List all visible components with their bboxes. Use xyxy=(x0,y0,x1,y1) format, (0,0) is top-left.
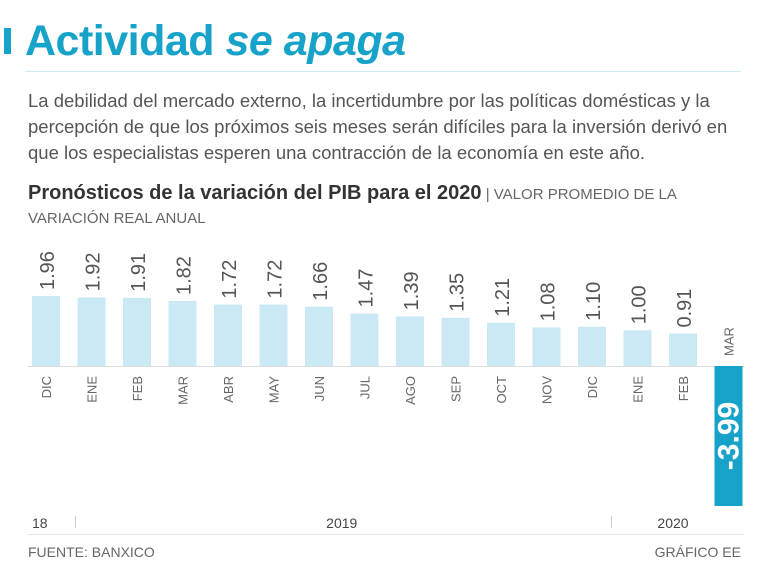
value-label-9: 1.35 xyxy=(447,273,469,312)
bar-5 xyxy=(259,304,288,366)
category-label-5: MAY xyxy=(267,376,282,404)
value-label-6: 1.66 xyxy=(310,262,332,301)
page-title: Actividad se apaga xyxy=(25,17,406,66)
source-note: FUENTE: BANXICO xyxy=(28,544,155,560)
title-divider xyxy=(25,71,741,72)
value-label-4: 1.72 xyxy=(219,260,241,299)
category-label-6: JUN xyxy=(312,376,327,401)
bar-11 xyxy=(532,327,561,366)
category-label-1: ENE xyxy=(85,376,100,403)
graphic-credit: GRÁFICO EE xyxy=(654,544,741,560)
title-accent-bar xyxy=(4,28,11,54)
category-label-10: OCT xyxy=(494,376,509,404)
chart-heading-separator: | xyxy=(485,186,490,203)
title-main: Actividad xyxy=(25,17,215,65)
year-label-18: 18 xyxy=(32,515,48,531)
footer-divider xyxy=(28,534,744,535)
category-label-15: MAR xyxy=(722,327,737,356)
bar-2 xyxy=(123,297,151,366)
bar-6 xyxy=(305,306,333,366)
category-label-12: DIC xyxy=(585,376,600,398)
value-label-10: 1.21 xyxy=(492,278,514,317)
category-label-13: ENE xyxy=(631,376,646,403)
bar-3 xyxy=(168,301,197,366)
bar-8 xyxy=(396,316,424,366)
value-label-13: 1.00 xyxy=(629,285,651,324)
deck-paragraph: La debilidad del mercado externo, la inc… xyxy=(28,90,728,163)
year-label-2020: 2020 xyxy=(657,515,688,531)
value-label-15: -3.99 xyxy=(713,402,746,470)
year-label-2019: 2019 xyxy=(326,515,357,531)
value-label-0: 1.96 xyxy=(37,251,59,290)
value-label-11: 1.08 xyxy=(538,282,560,321)
bar-14 xyxy=(669,333,697,366)
category-label-3: MAR xyxy=(176,376,191,405)
bar-1 xyxy=(77,297,106,366)
category-label-0: DIC xyxy=(39,376,54,398)
title-italic: se apaga xyxy=(225,17,407,65)
bar-10 xyxy=(487,322,515,366)
value-label-5: 1.72 xyxy=(265,260,287,299)
category-label-4: ABR xyxy=(221,376,236,403)
category-label-7: JUL xyxy=(358,376,373,399)
chart-subtitle: VALOR PROMEDIO DE LA VARIACIÓN REAL ANUA… xyxy=(28,186,677,227)
value-label-12: 1.10 xyxy=(583,282,605,321)
value-label-1: 1.92 xyxy=(83,252,105,291)
value-label-2: 1.91 xyxy=(128,253,150,292)
bar-12 xyxy=(578,326,606,366)
category-label-2: FEB xyxy=(130,376,145,401)
chart-title: Pronósticos de la variación del PIB para… xyxy=(28,182,482,204)
value-label-3: 1.82 xyxy=(174,256,196,295)
category-label-14: FEB xyxy=(676,376,691,401)
value-label-7: 1.47 xyxy=(356,269,378,308)
bar-9 xyxy=(441,317,470,366)
category-label-11: NOV xyxy=(540,376,555,405)
bar-15-negative xyxy=(714,366,743,506)
chart-heading: Pronósticos de la variación del PIB para… xyxy=(28,181,748,231)
bar-7 xyxy=(350,313,379,366)
bar-4 xyxy=(214,304,242,366)
value-label-8: 1.39 xyxy=(401,271,423,310)
category-label-8: AGO xyxy=(403,376,418,405)
bar-13 xyxy=(623,330,652,366)
value-label-14: 0.91 xyxy=(674,289,696,328)
category-label-9: SEP xyxy=(449,376,464,402)
bar-0 xyxy=(32,296,60,366)
